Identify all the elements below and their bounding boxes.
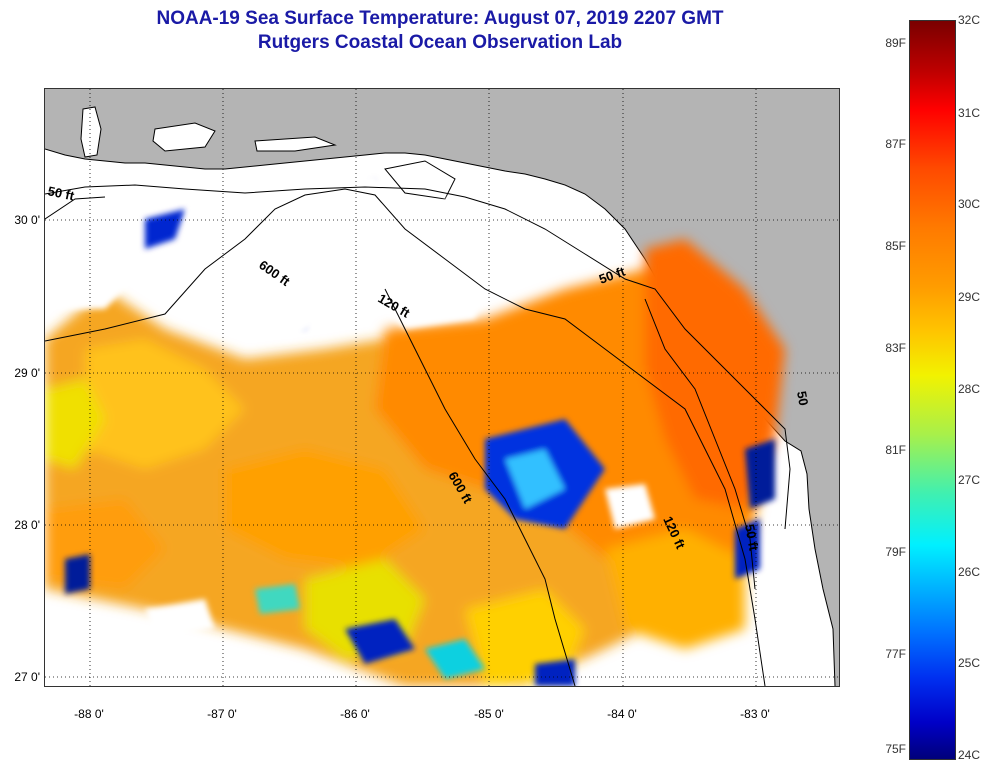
- bathymetry-contours: [45, 184, 791, 686]
- apalachicola-bay: [384, 160, 456, 200]
- graticule: [45, 89, 839, 686]
- lat-label-28: 28 0': [14, 518, 40, 532]
- land-mass: [45, 89, 839, 686]
- colorbar-label-27c: 27C: [958, 473, 981, 487]
- colorbar-label-79f: 79F: [885, 545, 906, 559]
- mobile-bay: [80, 106, 102, 158]
- lat-label-29: 29 0': [14, 366, 40, 380]
- contour-label-50ft-southeast: 50 ft: [742, 523, 762, 553]
- colorbar-label-83f: 83F: [885, 341, 906, 355]
- colorbar-label-77f: 77F: [885, 647, 906, 661]
- lon-label-88: -88 0': [74, 707, 104, 721]
- coastline: [45, 148, 836, 686]
- colorbar-label-25c: 25C: [958, 656, 981, 670]
- colorbar-label-85f: 85F: [885, 239, 906, 253]
- colorbar-label-28c: 28C: [958, 382, 981, 396]
- sst-map-svg: [45, 89, 839, 686]
- colorbar-label-89f: 89F: [885, 36, 906, 50]
- colorbar-label-31c: 31C: [958, 106, 981, 120]
- pensacola-bay: [152, 122, 216, 152]
- sst-map: 50 ft 120 ft 600 ft 50 ft 120 ft 50 ft 6…: [44, 88, 840, 687]
- lon-label-86: -86 0': [340, 707, 370, 721]
- temperature-colorbar: [909, 20, 956, 760]
- colorbar-label-29c: 29C: [958, 290, 981, 304]
- lon-label-84: -84 0': [607, 707, 637, 721]
- contour-label-50ft-east: 50 ft: [597, 263, 628, 286]
- lon-label-83: -83 0': [740, 707, 770, 721]
- colorbar-label-81f: 81F: [885, 443, 906, 457]
- cloud-mask: [45, 174, 655, 686]
- contour-label-120ft-east: 120 ft: [660, 514, 688, 552]
- contour-label-600ft-central: 600 ft: [445, 469, 475, 506]
- map-subtitle: Rutgers Coastal Ocean Observation Lab: [257, 32, 623, 53]
- contour-label-50ft-west: 50 ft: [46, 183, 76, 203]
- lon-label-85: -85 0': [474, 707, 504, 721]
- contour-label-layer: 50 ft 120 ft 600 ft 50 ft 120 ft 50 ft 6…: [46, 183, 811, 553]
- sst-field: [45, 239, 785, 686]
- lat-label-30: 30 0': [14, 213, 40, 227]
- lat-label-27: 27 0': [14, 670, 40, 684]
- colorbar-label-32c: 32C: [958, 13, 981, 27]
- colorbar-label-75f: 75F: [885, 742, 906, 756]
- colorbar-label-87f: 87F: [885, 137, 906, 151]
- map-title: NOAA-19 Sea Surface Temperature: August …: [156, 8, 724, 29]
- contour-label-600ft-west: 600 ft: [256, 257, 293, 289]
- contour-label-50-big-bend: 50: [794, 390, 811, 407]
- colorbar-label-24c: 24C: [958, 748, 981, 762]
- choctawhatchee-bay: [254, 136, 337, 152]
- lon-label-87: -87 0': [207, 707, 237, 721]
- colorbar-label-30c: 30C: [958, 197, 981, 211]
- contour-label-120ft-central: 120 ft: [376, 291, 413, 321]
- colorbar-label-26c: 26C: [958, 565, 981, 579]
